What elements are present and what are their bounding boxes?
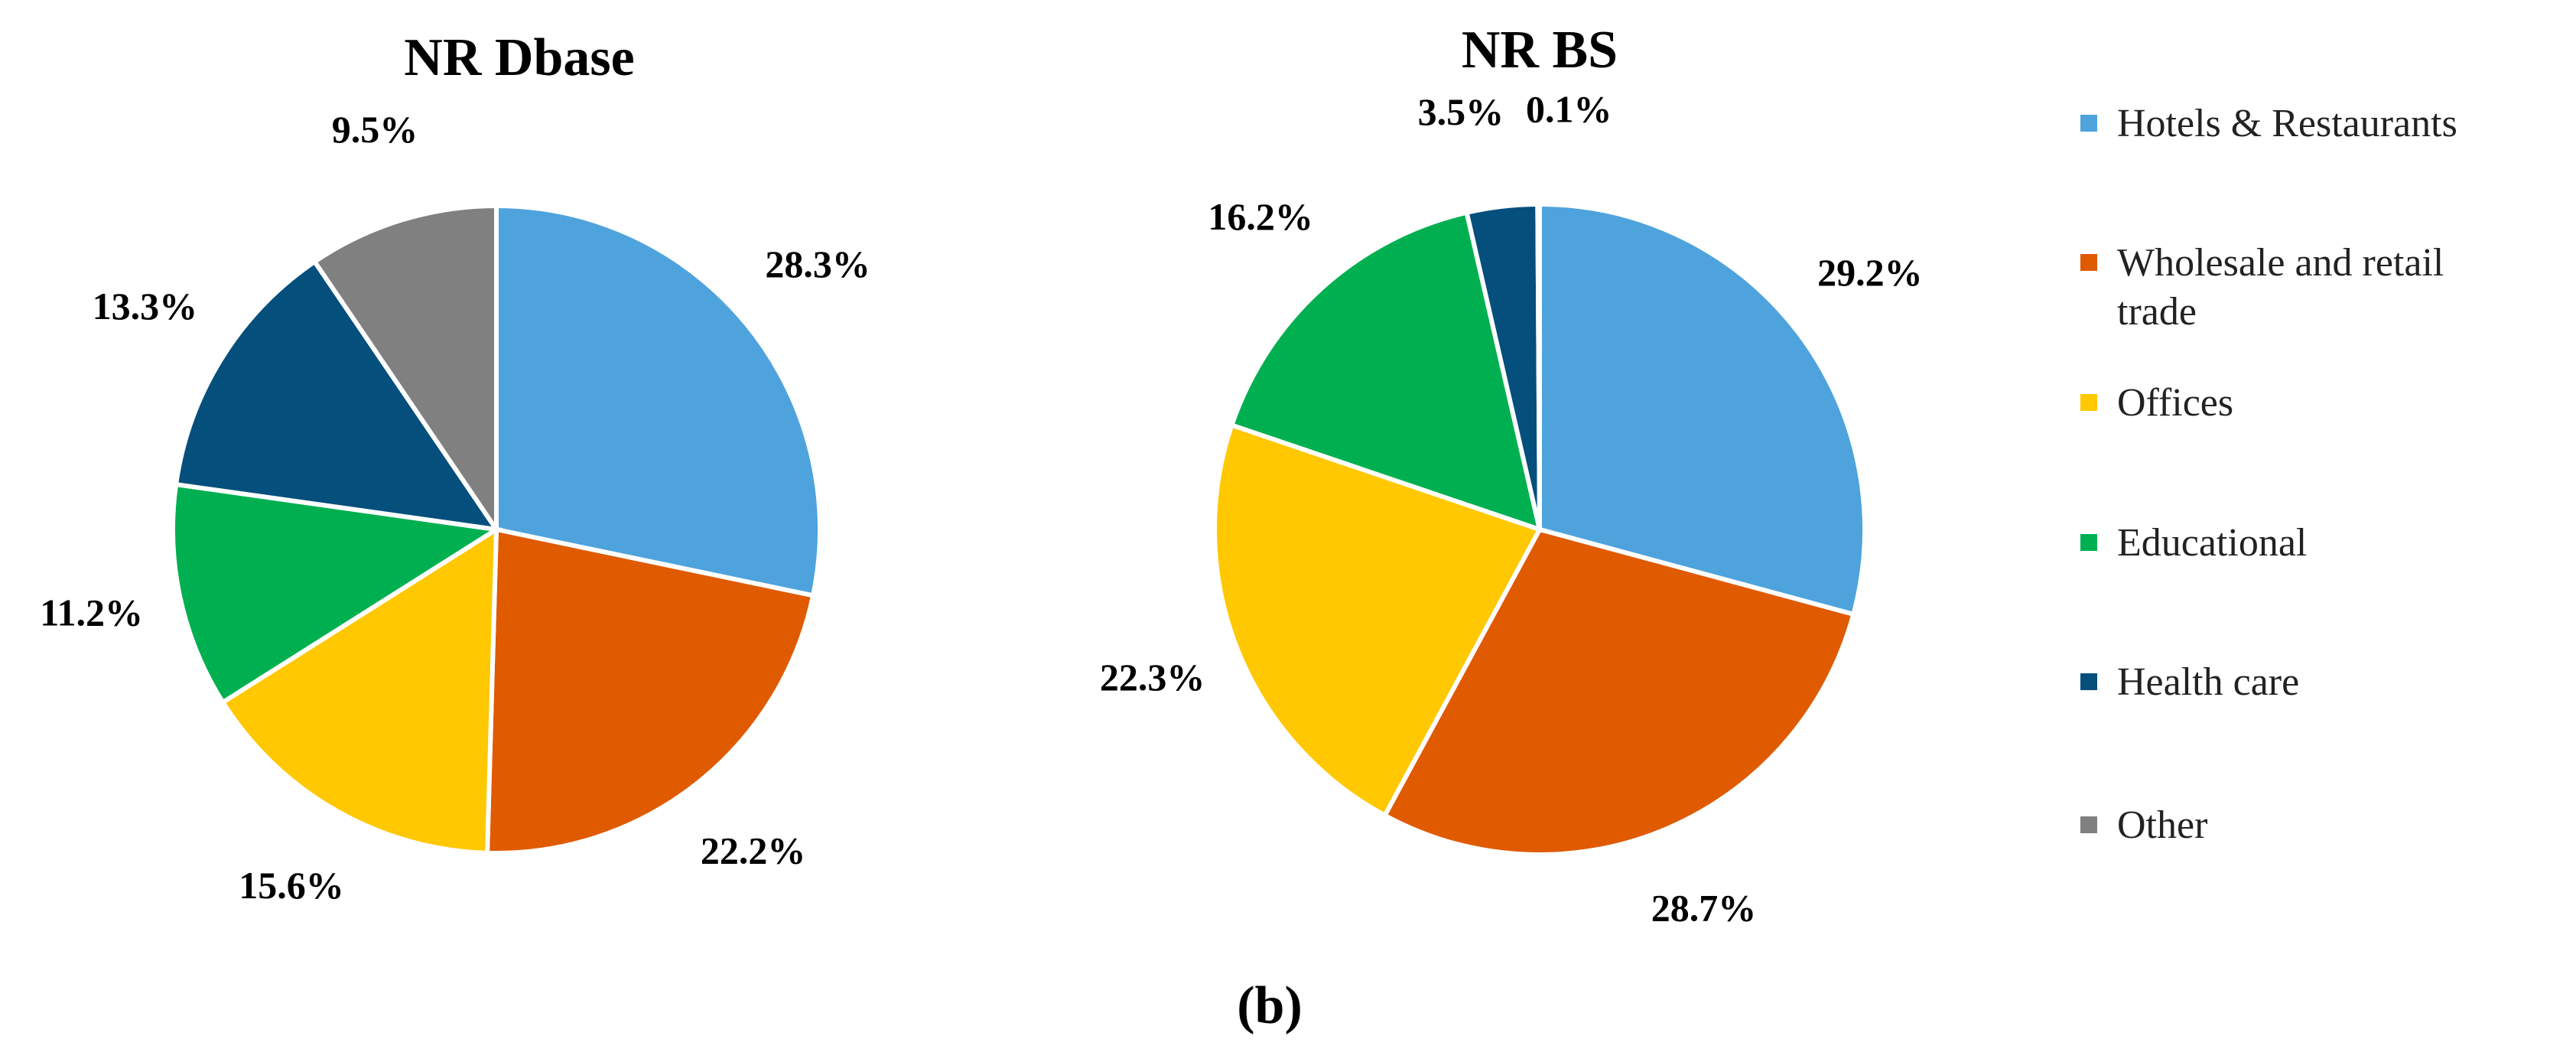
legend-label: Other xyxy=(2117,803,2208,847)
pie-slice xyxy=(1228,210,1543,533)
legend-swatch xyxy=(2080,115,2097,132)
legend-item: Offices xyxy=(2080,379,2539,428)
pie-slice xyxy=(220,525,499,855)
data-label: 28.7% xyxy=(1651,886,1757,929)
pie-slice xyxy=(1535,201,1542,530)
pie-slice xyxy=(484,526,816,855)
chart-title: NR BS xyxy=(1462,21,1618,80)
legend-item: Wholesale and retail trade xyxy=(2080,239,2539,337)
data-label: 13.3% xyxy=(93,285,198,327)
legend-swatch xyxy=(2080,394,2097,411)
legend-swatch xyxy=(2080,254,2097,271)
pie-slice xyxy=(311,203,499,537)
data-label: 0.1% xyxy=(1526,87,1612,130)
pie-slice xyxy=(171,481,503,706)
legend-swatch xyxy=(2080,816,2097,833)
legend-item: Educational xyxy=(2080,519,2539,568)
legend-item: Health care xyxy=(2080,658,2539,707)
pie-slice xyxy=(1537,201,1867,617)
caption: (b) xyxy=(1237,976,1303,1035)
legend-label: Wholesale and retail trade xyxy=(2117,241,2444,334)
pie-slice xyxy=(1212,422,1543,819)
data-label: 9.5% xyxy=(332,108,418,151)
data-label: 16.2% xyxy=(1208,195,1313,238)
legend-label: Health care xyxy=(2117,660,2300,704)
pie-slice xyxy=(494,203,822,598)
legend-label: Hotels & Restaurants xyxy=(2117,102,2457,145)
pie-slice xyxy=(1381,526,1856,857)
legend-swatch xyxy=(2080,534,2097,551)
data-label: 11.2% xyxy=(40,591,143,634)
pie-slice xyxy=(173,258,502,533)
data-label: 15.6% xyxy=(239,864,344,907)
data-label: 22.3% xyxy=(1100,656,1205,699)
legend-label: Educational xyxy=(2117,521,2308,565)
legend-swatch xyxy=(2080,673,2097,690)
data-label: 3.5% xyxy=(1418,90,1504,133)
data-label: 28.3% xyxy=(765,243,870,285)
data-label: 22.2% xyxy=(701,829,806,871)
legend-item: Hotels & Restaurants xyxy=(2080,99,2539,148)
legend-item: Other xyxy=(2080,801,2539,850)
legend-label: Offices xyxy=(2117,381,2234,425)
data-label: 29.2% xyxy=(1817,251,1923,294)
chart-title: NR Dbase xyxy=(404,28,634,87)
